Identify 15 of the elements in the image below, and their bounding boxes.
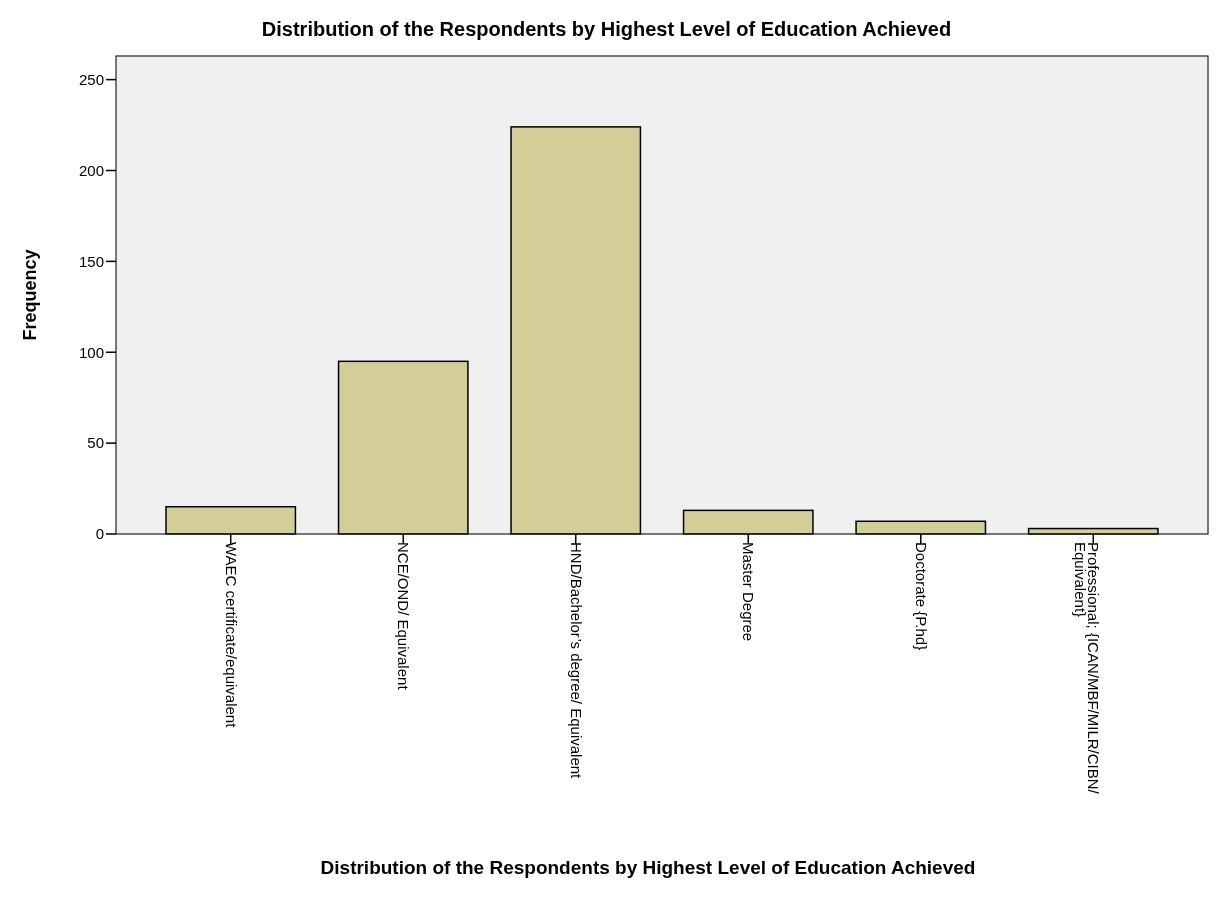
- x-axis-title: Distribution of the Respondents by Highest Level of Education Achieved: [320, 857, 976, 878]
- x-tick-label: WAEC certificate/equivalent: [222, 542, 240, 729]
- y-tick-label: 150: [78, 252, 104, 270]
- x-tick-label: HND/Bachelor’s degree/ Equivalent: [567, 542, 585, 780]
- x-tick-label: NCE/OND/ Equivalent: [395, 542, 413, 691]
- y-tick-label: 250: [78, 70, 104, 88]
- chart-title: Distribution of the Respondents by Highest Level of Education Achieved: [261, 18, 952, 40]
- x-tick-label: Master Degree: [740, 542, 758, 642]
- x-tick-label: Professional; {ICAN/MBF/MILR/CIBN/ Equivalent}: [1072, 542, 1103, 795]
- y-tick-label: 100: [78, 343, 104, 361]
- y-tick-label: 50: [87, 434, 104, 452]
- y-axis-title: Frequency: [20, 249, 40, 341]
- y-tick-label: 0: [95, 525, 104, 543]
- x-tick-label: Doctorate {P.hd}: [912, 542, 930, 651]
- y-tick-label: 200: [78, 161, 104, 179]
